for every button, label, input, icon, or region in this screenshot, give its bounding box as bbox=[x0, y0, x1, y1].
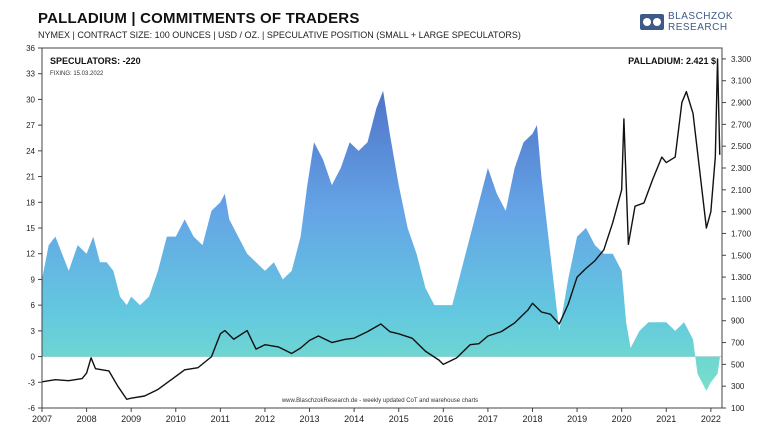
y-right-tick-label: 1.300 bbox=[731, 273, 752, 282]
logo: BLASCHZOK RESEARCH bbox=[640, 8, 760, 38]
speculators-area bbox=[42, 90, 720, 391]
y-right-tick-label: 1.100 bbox=[731, 295, 752, 304]
chart-title: PALLADIUM | COMMITMENTS OF TRADERS bbox=[38, 10, 360, 27]
x-tick-label: 2008 bbox=[77, 414, 97, 424]
logo-line1: BLASCHZOK bbox=[668, 11, 734, 22]
y-left-tick-label: 18 bbox=[26, 198, 35, 207]
price-label: PALLADIUM: 2.421 $ bbox=[628, 56, 716, 66]
y-left-tick-label: 24 bbox=[26, 147, 35, 156]
y-left-tick-label: 21 bbox=[26, 173, 35, 182]
price-line bbox=[41, 58, 721, 400]
x-tick-label: 2009 bbox=[121, 414, 141, 424]
x-tick-label: 2021 bbox=[656, 414, 676, 424]
y-right-tick-label: 100 bbox=[731, 404, 745, 413]
x-tick-label: 2013 bbox=[300, 414, 320, 424]
y-right-tick-label: 500 bbox=[731, 360, 745, 369]
y-left-tick-label: 36 bbox=[26, 44, 35, 53]
speculators-fill bbox=[42, 90, 720, 391]
y-right-tick-label: 1.900 bbox=[731, 208, 752, 217]
x-tick-label: 2014 bbox=[344, 414, 364, 424]
annotations: SPECULATORS: -220 FIXING: 15.03.2022 PALLA… bbox=[50, 56, 716, 404]
y-right-tick-label: 2.700 bbox=[731, 120, 752, 129]
price-path bbox=[41, 58, 721, 400]
y-left-tick-label: 15 bbox=[26, 224, 35, 233]
y-right-tick-label: 2.900 bbox=[731, 99, 752, 108]
x-tick-label: 2012 bbox=[255, 414, 275, 424]
y-right-tick-label: 2.300 bbox=[731, 164, 752, 173]
speculators-label: SPECULATORS: -220 bbox=[50, 56, 141, 66]
x-tick-label: 2015 bbox=[389, 414, 409, 424]
x-tick-label: 2017 bbox=[478, 414, 498, 424]
x-tick-label: 2016 bbox=[433, 414, 453, 424]
x-tick-label: 2018 bbox=[522, 414, 542, 424]
footer-label: www.BlaschzokResearch.de - weekly update… bbox=[281, 398, 478, 404]
y-left-tick-label: 12 bbox=[26, 250, 35, 259]
y-right-tick-label: 2.100 bbox=[731, 186, 752, 195]
x-tick-label: 2010 bbox=[166, 414, 186, 424]
y-left-tick-label: 33 bbox=[26, 70, 35, 79]
y-right-tick-label: 3.100 bbox=[731, 77, 752, 86]
logo-line2: RESEARCH bbox=[668, 22, 728, 33]
x-tick-label: 2022 bbox=[701, 414, 721, 424]
bull-bear-icon bbox=[640, 14, 664, 30]
y-left-tick-label: 0 bbox=[31, 353, 36, 362]
y-left-tick-label: 9 bbox=[31, 275, 36, 284]
axes: 3633302724211815129630-3-63.3003.1002.90… bbox=[26, 44, 751, 424]
y-left-tick-label: 6 bbox=[31, 301, 36, 310]
y-right-tick-label: 3.300 bbox=[731, 55, 752, 64]
y-right-tick-label: 900 bbox=[731, 317, 745, 326]
y-right-tick-label: 2.500 bbox=[731, 142, 752, 151]
fixing-label: FIXING: 15.03.2022 bbox=[50, 71, 104, 77]
x-tick-label: 2020 bbox=[612, 414, 632, 424]
logo-text: BLASCHZOK RESEARCH bbox=[668, 11, 733, 33]
y-right-tick-label: 700 bbox=[731, 339, 745, 348]
chart-subtitle: NYMEX | CONTRACT SIZE: 100 OUNCES | USD … bbox=[38, 30, 521, 40]
x-tick-label: 2011 bbox=[211, 414, 230, 424]
y-right-tick-label: 1.700 bbox=[731, 229, 752, 238]
y-left-tick-label: 27 bbox=[26, 121, 35, 130]
y-right-tick-label: 1.500 bbox=[731, 251, 752, 260]
y-left-tick-label: -6 bbox=[28, 404, 36, 413]
y-right-tick-label: 300 bbox=[731, 382, 745, 391]
x-tick-label: 2007 bbox=[32, 414, 52, 424]
y-left-tick-label: -3 bbox=[28, 378, 36, 387]
y-left-tick-label: 3 bbox=[31, 327, 36, 336]
y-left-tick-label: 30 bbox=[26, 95, 35, 104]
x-tick-label: 2019 bbox=[567, 414, 587, 424]
